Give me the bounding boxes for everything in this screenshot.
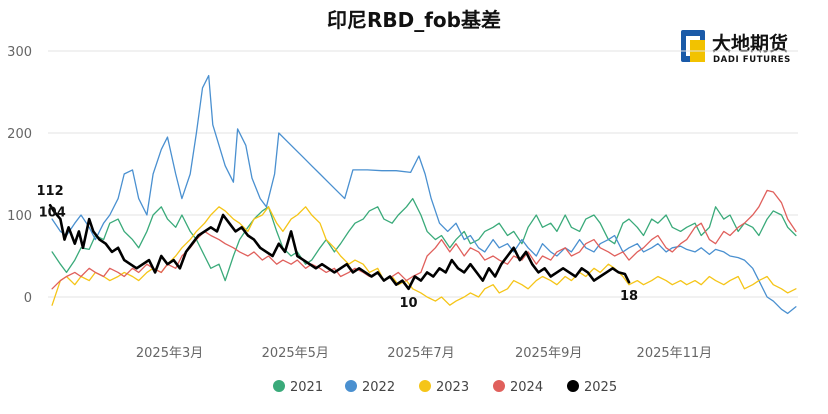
legend-marker — [419, 380, 431, 392]
series-line-2025 — [48, 203, 631, 291]
data-label: 10 — [400, 296, 418, 311]
legend-item-2023[interactable]: 2023 — [419, 380, 469, 395]
legend-item-2025[interactable]: 2025 — [567, 380, 617, 395]
legend-item-2024[interactable]: 2024 — [493, 380, 543, 395]
chart-title: 印尼RBD_fob基差 — [327, 8, 501, 32]
legend[interactable]: 2021 2022 2023 2024 2025 — [273, 380, 617, 395]
grid — [48, 50, 798, 298]
y-tick-label: 100 — [7, 209, 32, 224]
y-axis: 0 100 200 300 — [7, 45, 32, 306]
legend-item-2022[interactable]: 2022 — [345, 380, 395, 395]
legend-label: 2024 — [510, 380, 543, 395]
logo-name-en: DADI FUTURES — [713, 55, 791, 65]
x-tick-label: 2025年3月 — [136, 346, 203, 361]
legend-label: 2025 — [584, 380, 617, 395]
y-tick-label: 200 — [7, 127, 32, 142]
data-label: 112 — [36, 184, 63, 199]
legend-label: 2022 — [362, 380, 395, 395]
data-label: 18 — [620, 289, 638, 304]
legend-label: 2023 — [436, 380, 469, 395]
legend-marker — [345, 380, 357, 392]
data-label: 104 — [39, 206, 66, 221]
data-labels: 112 104 10 18 — [36, 184, 638, 311]
x-axis: 2025年3月 2025年5月 2025年7月 2025年9月 2025年11月 — [136, 346, 712, 361]
legend-label: 2021 — [290, 380, 323, 395]
y-tick-label: 300 — [7, 45, 32, 60]
legend-marker — [493, 380, 505, 392]
legend-marker — [273, 380, 285, 392]
logo-name-cn: 大地期货 — [712, 32, 788, 55]
legend-item-2021[interactable]: 2021 — [273, 380, 323, 395]
series-line-2021 — [51, 197, 797, 282]
x-tick-label: 2025年7月 — [387, 346, 454, 361]
x-tick-label: 2025年9月 — [515, 346, 582, 361]
x-tick-label: 2025年11月 — [637, 346, 713, 361]
y-tick-label: 0 — [24, 291, 32, 306]
company-logo: 大地期货 DADI FUTURES — [681, 30, 791, 65]
x-tick-label: 2025年5月 — [262, 346, 329, 361]
legend-marker — [567, 380, 579, 392]
series-lines — [48, 74, 797, 315]
series-line-2024 — [51, 189, 797, 290]
